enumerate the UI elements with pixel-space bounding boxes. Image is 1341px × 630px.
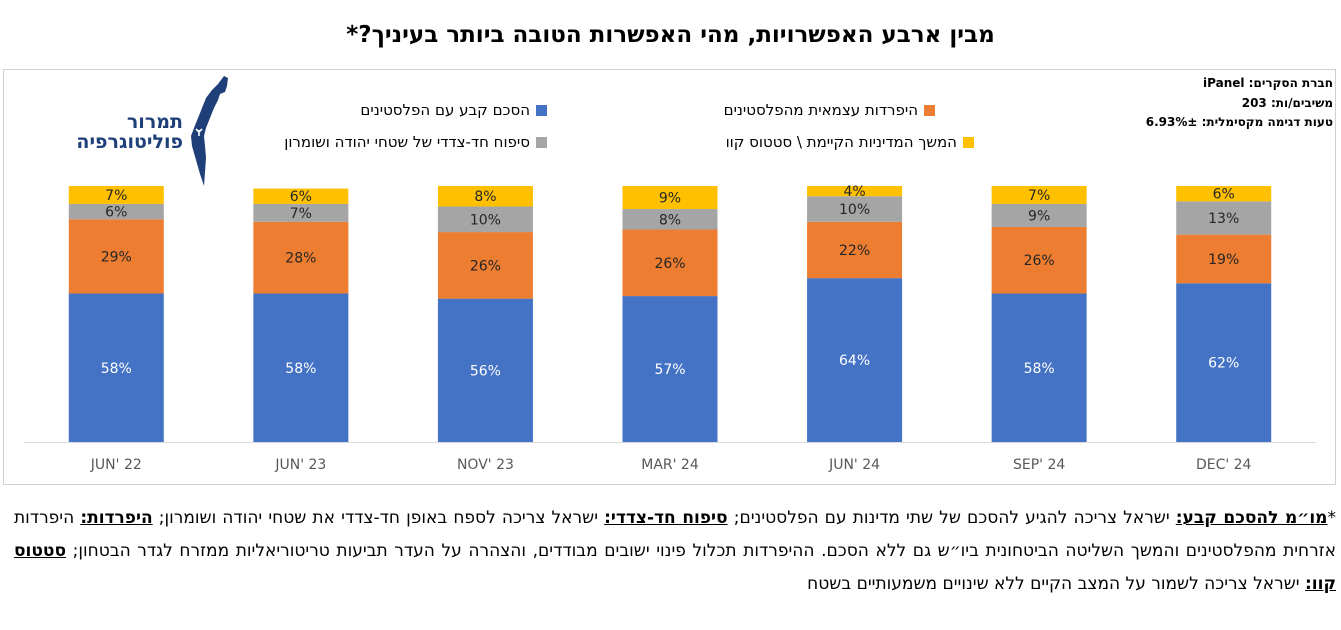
data-label: 9% bbox=[659, 191, 681, 207]
bar-segment bbox=[1176, 201, 1272, 235]
footnote-term-agreement: מו״מ להסכם קבע: bbox=[1175, 508, 1328, 528]
survey-company: חברת הסקרים: iPanel bbox=[1203, 76, 1333, 90]
data-label: 9% bbox=[1028, 208, 1050, 224]
bar-segment bbox=[991, 186, 1087, 204]
bar-segment bbox=[991, 203, 1087, 227]
bar-segment bbox=[622, 186, 718, 210]
data-label: 8% bbox=[474, 189, 496, 205]
data-label: 8% bbox=[659, 212, 681, 228]
footnote-term-annexation: סיפוח חד-צדדי: bbox=[604, 508, 728, 528]
bar-segment bbox=[437, 298, 533, 442]
x-tick-label: NOV' 23 bbox=[457, 457, 514, 473]
bar-segment bbox=[437, 186, 533, 207]
footnote-star: * bbox=[1327, 508, 1337, 528]
survey-meta: חברת הסקרים: iPanel משיבים/ות: 203 טעות … bbox=[1073, 74, 1333, 133]
bar-segment bbox=[68, 186, 164, 204]
bar-segment bbox=[1176, 186, 1272, 202]
x-tick-label: SEP' 24 bbox=[1013, 457, 1065, 473]
data-label: 6% bbox=[290, 189, 312, 205]
data-label: 56% bbox=[470, 363, 501, 379]
data-label: 10% bbox=[470, 212, 501, 228]
logo-line-1: תמרור bbox=[126, 111, 183, 133]
bar-segment bbox=[622, 296, 718, 442]
bar-segment bbox=[622, 229, 718, 297]
bar-segment bbox=[437, 232, 533, 299]
data-label: 6% bbox=[105, 205, 127, 221]
footnote-text-status-quo: ישראל צריכה לשמור על המצב הקיים ללא שינו… bbox=[807, 574, 1305, 594]
data-label: 58% bbox=[1024, 361, 1055, 377]
x-tick-label: DEC' 24 bbox=[1196, 457, 1252, 473]
bar-segment bbox=[437, 206, 533, 233]
data-label: 28% bbox=[285, 251, 316, 267]
data-label: 7% bbox=[105, 188, 127, 204]
logo-text: תמרור פוליטוגרפיה bbox=[76, 112, 183, 152]
footnote-text-agreement: ישראל צריכה להגיע להסכם של שתי מדינות עם… bbox=[727, 508, 1176, 528]
data-label: 58% bbox=[101, 361, 132, 377]
legend-item-separation: היפרדות עצמאית מהפלסטינים bbox=[724, 101, 935, 119]
legend-item-status-quo: המשך המדיניות הקיימת \ סטטוס קוו bbox=[726, 133, 974, 151]
footnote-term-separation: היפרדות: bbox=[80, 508, 153, 528]
legend-label: סיפוח חד-צדדי של שטחי יהודה ושומרון bbox=[284, 133, 530, 151]
bar-segment bbox=[807, 221, 903, 279]
data-label: 22% bbox=[839, 243, 870, 259]
data-label: 7% bbox=[1028, 188, 1050, 204]
x-tick-label: JUN' 24 bbox=[828, 457, 880, 473]
data-label: 26% bbox=[654, 256, 685, 272]
survey-margin-of-error: טעות דגימה מקסימלית: 6.93%± bbox=[1145, 115, 1333, 129]
bar-segment bbox=[622, 209, 718, 230]
legend-swatch bbox=[536, 136, 547, 148]
footnote-term-status-quo: סטטוס קוו: bbox=[14, 541, 1336, 594]
footnote-text-separation: היפרדות אזרחית מהפלסטינים והמשך השליטה ה… bbox=[14, 508, 1336, 561]
israel-map-icon bbox=[191, 76, 228, 186]
footnote-text-annexation: ישראל צריכה לספח באופן חד-צדדי את שטחי י… bbox=[152, 508, 605, 528]
legend-label: הסכם קבע עם הפלסטינים bbox=[360, 101, 530, 119]
chart-title: מבין ארבע האפשרויות, מהי האפשרות הטובה ב… bbox=[346, 22, 995, 48]
x-tick-label: JUN' 22 bbox=[90, 457, 142, 473]
bar-segment bbox=[253, 203, 349, 222]
data-label: 57% bbox=[654, 362, 685, 378]
bar-segment bbox=[991, 226, 1087, 294]
data-label: 58% bbox=[285, 361, 316, 377]
bar-segment bbox=[1176, 283, 1272, 442]
data-label: 4% bbox=[843, 184, 865, 200]
data-label: 62% bbox=[1208, 356, 1239, 372]
legend-swatch bbox=[924, 104, 935, 116]
legend-label: המשך המדיניות הקיימת \ סטטוס קוו bbox=[725, 133, 957, 151]
logo-line-2: פוליטוגרפיה bbox=[76, 131, 183, 153]
legend-swatch bbox=[963, 136, 974, 148]
data-label: 64% bbox=[839, 353, 870, 369]
legend-item-annexation: סיפוח חד-צדדי של שטחי יהודה ושומרון bbox=[284, 133, 547, 151]
bar-segment bbox=[1176, 234, 1272, 284]
data-label: 26% bbox=[1024, 253, 1055, 269]
data-label: 6% bbox=[1213, 187, 1235, 203]
legend-swatch bbox=[536, 104, 547, 116]
data-label: 7% bbox=[290, 206, 312, 222]
bar-segment bbox=[68, 293, 164, 442]
bar-segment bbox=[807, 278, 903, 442]
x-tick-label: MAR' 24 bbox=[641, 457, 699, 473]
bar-segment bbox=[991, 293, 1087, 442]
bar-segment bbox=[807, 196, 903, 222]
data-label: 29% bbox=[101, 249, 132, 265]
bar-segment bbox=[68, 203, 164, 220]
legend-item-permanent-agreement: הסכם קבע עם הפלסטינים bbox=[360, 101, 547, 119]
survey-respondents: משיבים/ות: 203 bbox=[1241, 95, 1333, 110]
x-tick-label: JUN' 23 bbox=[274, 457, 326, 473]
legend-label: היפרדות עצמאית מהפלסטינים bbox=[723, 101, 918, 119]
bar-segment bbox=[253, 188, 349, 204]
data-label: 10% bbox=[839, 202, 870, 218]
chart-area bbox=[3, 69, 1336, 485]
footnote: *מו״מ להסכם קבע: ישראל צריכה להגיע להסכם… bbox=[14, 502, 1336, 601]
bar-segment bbox=[68, 219, 164, 294]
data-label: 13% bbox=[1208, 211, 1239, 227]
bar-segment bbox=[253, 293, 349, 442]
bar-segment bbox=[807, 186, 903, 197]
data-label: 19% bbox=[1208, 252, 1239, 268]
bar-segment bbox=[253, 221, 349, 294]
data-label: 26% bbox=[470, 258, 501, 274]
